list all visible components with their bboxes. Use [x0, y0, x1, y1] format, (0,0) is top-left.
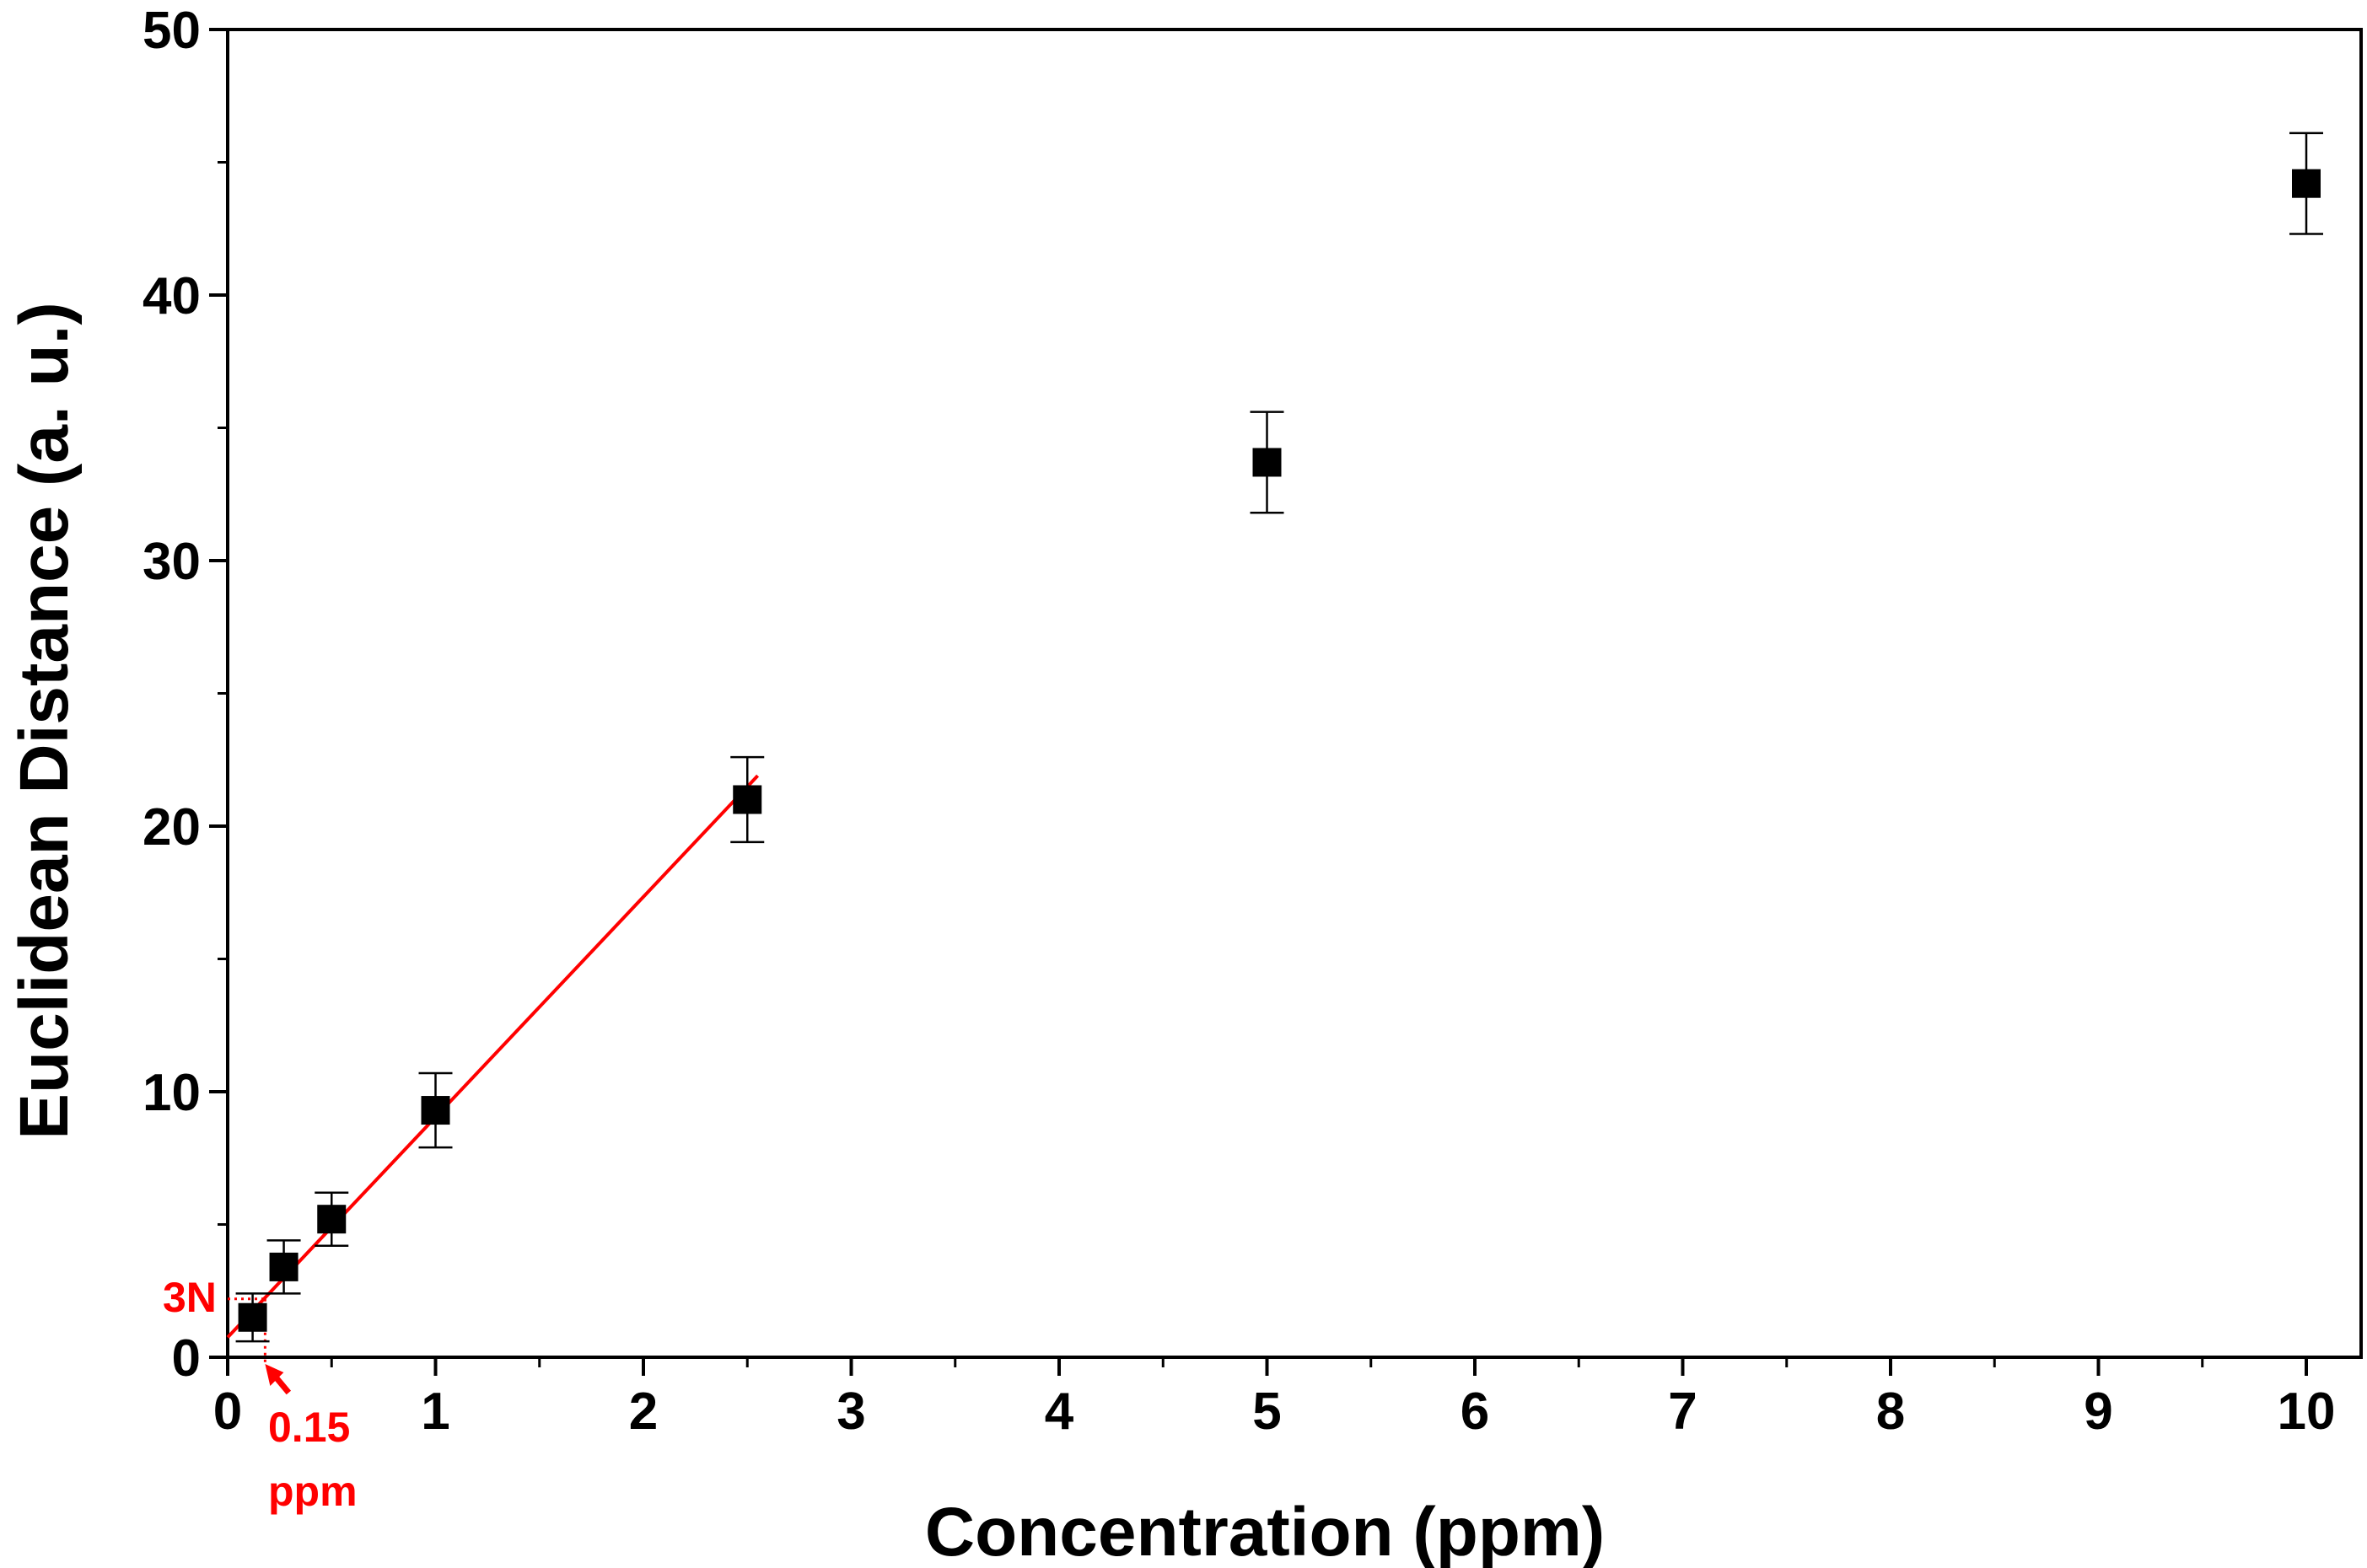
data-points — [235, 132, 2323, 1343]
x-tick-label: 1 — [421, 1383, 449, 1441]
fit-line-group — [226, 774, 760, 1339]
y-tick-label: 50 — [143, 2, 201, 60]
data-point — [421, 1096, 450, 1125]
x-tick-label: 6 — [1461, 1383, 1489, 1441]
lod-value-label: 0.15 — [268, 1404, 350, 1451]
data-point — [2292, 169, 2321, 198]
y-axis-title: Euclidean Distance (a. u.) — [6, 302, 83, 1139]
plot-frame — [226, 28, 2363, 1359]
x-tick-label: 10 — [2278, 1383, 2336, 1441]
lod-arrow-head — [265, 1364, 284, 1386]
x-tick-label: 0 — [213, 1383, 242, 1441]
data-point — [317, 1205, 347, 1234]
y-tick-label: 0 — [172, 1329, 201, 1388]
x-axis-title: Concentration (ppm) — [925, 1494, 1605, 1568]
x-tick-label: 3 — [837, 1383, 865, 1441]
data-point — [1252, 448, 1282, 477]
y-axis-ticks: 0 10 20 30 40 50 — [143, 2, 228, 1388]
y-tick-label: 40 — [143, 267, 201, 325]
data-point — [238, 1302, 267, 1332]
y-tick-label: 30 — [143, 533, 201, 591]
x-tick-label: 5 — [1252, 1383, 1281, 1441]
lod-unit-label: ppm — [268, 1468, 358, 1515]
x-tick-label: 7 — [1668, 1383, 1697, 1441]
detection-limit-group — [228, 1297, 292, 1395]
x-tick-label: 8 — [1876, 1383, 1905, 1441]
data-point — [733, 785, 762, 814]
x-axis-ticks: 0 1 2 3 4 5 6 7 8 9 10 — [213, 1357, 2336, 1441]
noise-level-label: 3N — [163, 1274, 217, 1321]
x-tick-label: 4 — [1045, 1383, 1074, 1441]
y-tick-label: 10 — [143, 1064, 201, 1122]
fit-line — [226, 774, 760, 1339]
x-tick-label: 9 — [2084, 1383, 2112, 1441]
data-point — [269, 1252, 299, 1281]
y-tick-label: 20 — [143, 798, 201, 856]
x-tick-label: 2 — [629, 1383, 658, 1441]
